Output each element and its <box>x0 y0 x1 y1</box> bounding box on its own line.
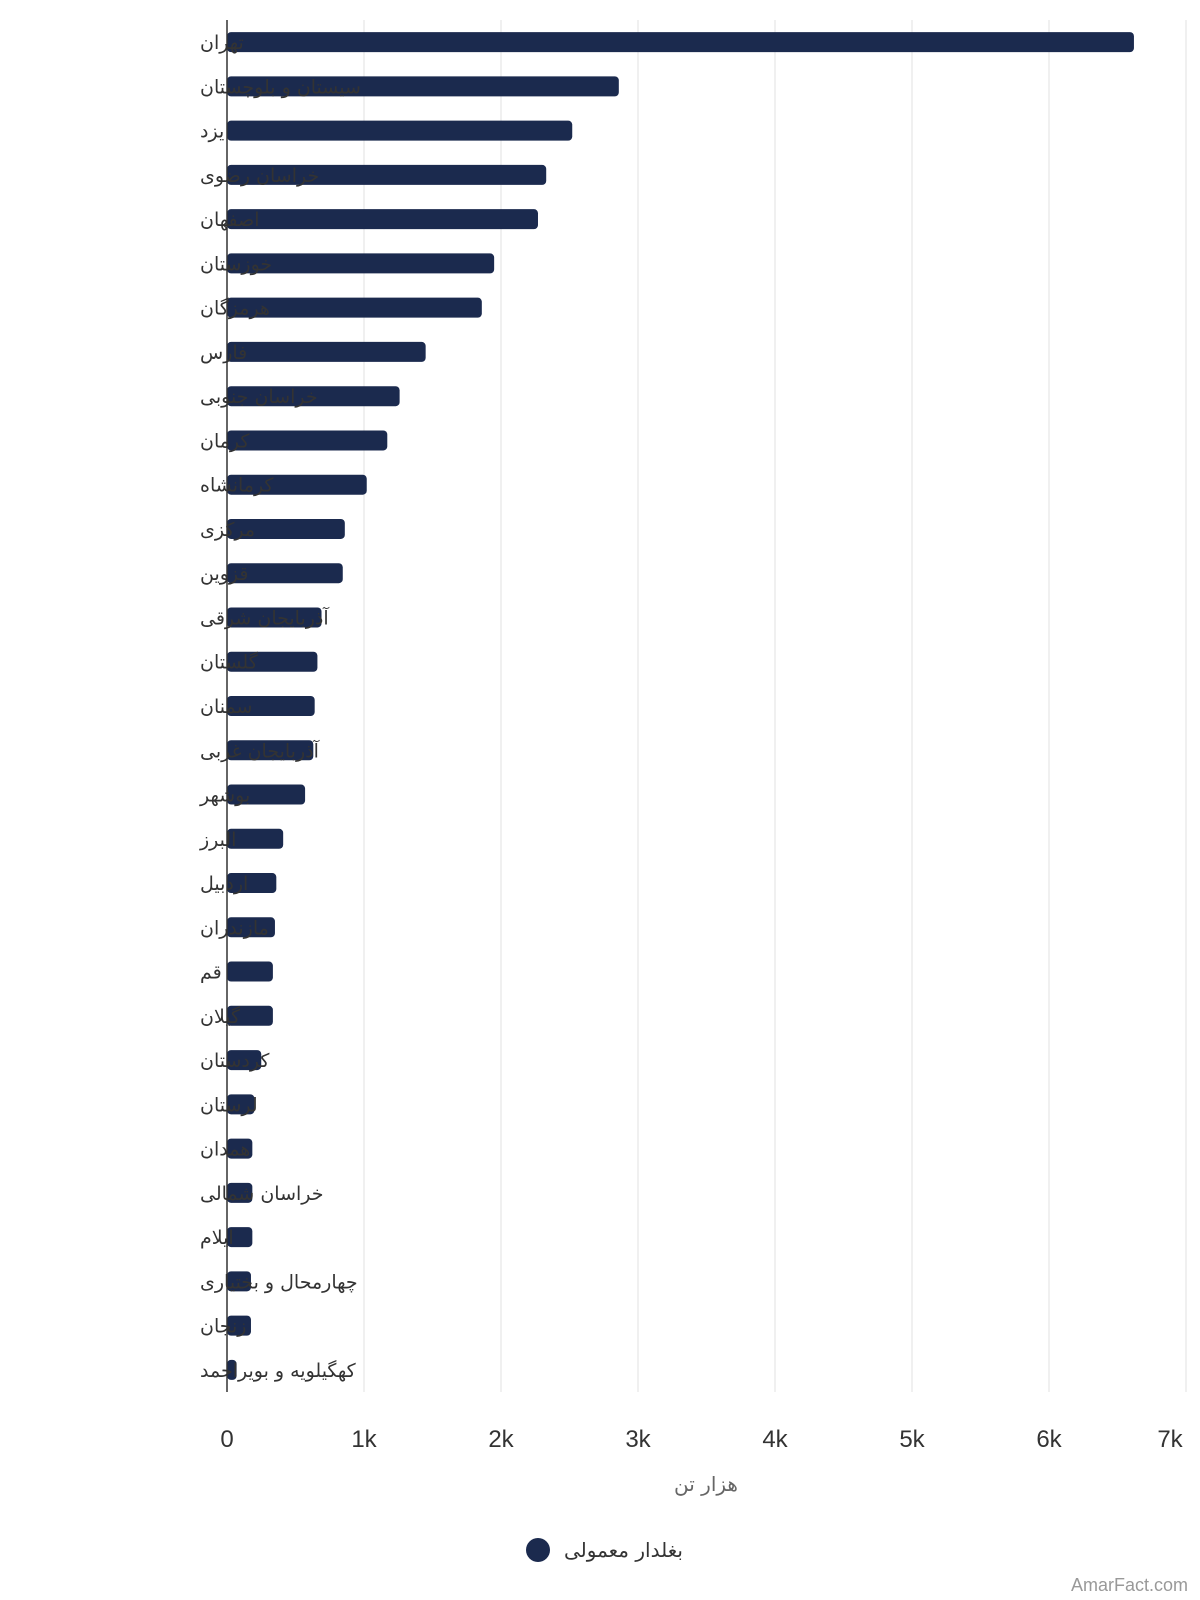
bar[interactable] <box>227 1271 251 1292</box>
bar[interactable] <box>227 873 277 894</box>
bar[interactable] <box>227 917 275 938</box>
x-tick-label: 0 <box>220 1426 233 1453</box>
bar[interactable] <box>227 1005 273 1026</box>
category-label: خراسان شمالی <box>200 1183 324 1205</box>
bar[interactable] <box>227 253 495 274</box>
bar[interactable] <box>227 607 322 628</box>
x-axis-title: هزار تن <box>674 1472 738 1496</box>
bar[interactable] <box>227 474 367 495</box>
category-label: کرمان <box>200 430 250 452</box>
category-label: گلستان <box>200 651 259 674</box>
legend-label[interactable]: بغلدار معمولی <box>564 1538 683 1562</box>
category-label: قزوین <box>200 563 249 585</box>
category-label: اردبیل <box>200 873 248 895</box>
x-tick-label: 6k <box>1036 1426 1062 1453</box>
category-label: تهران <box>200 32 244 54</box>
x-tick-label: 5k <box>899 1426 925 1453</box>
category-label: فارس <box>200 342 247 364</box>
bar[interactable] <box>227 1182 253 1203</box>
x-tick-label: 3k <box>625 1426 651 1453</box>
bar[interactable] <box>227 1094 255 1115</box>
bar[interactable] <box>227 164 547 185</box>
bar[interactable] <box>227 1050 262 1071</box>
x-tick-label: 1k <box>351 1426 377 1453</box>
category-label: ایلام <box>200 1227 234 1249</box>
category-label: آذربایجان غربی <box>200 738 320 762</box>
bar[interactable] <box>227 961 273 982</box>
legend-marker[interactable] <box>526 1538 550 1562</box>
bar[interactable] <box>227 784 306 805</box>
bar[interactable] <box>227 1138 253 1159</box>
category-label: قم <box>200 962 222 984</box>
bar[interactable] <box>227 1359 237 1380</box>
bar[interactable] <box>227 696 315 716</box>
category-label: همدان <box>200 1139 250 1161</box>
x-tick-label: 2k <box>488 1426 514 1453</box>
category-label: آذربایجان شرقی <box>200 605 329 629</box>
category-label: بوشهر <box>199 785 250 807</box>
category-label: زنجان <box>200 1316 246 1338</box>
category-label: کردستان <box>200 1050 270 1072</box>
bar[interactable] <box>227 1315 251 1336</box>
category-labels: تهران سیستان و بلوچستان یزد خراسان رضوی اصفه… <box>199 32 361 1382</box>
category-label: خراسان جنوبی <box>200 386 318 408</box>
category-label: مازندران <box>200 917 269 939</box>
bar[interactable] <box>227 386 400 407</box>
bar[interactable] <box>227 341 426 362</box>
bar[interactable] <box>227 120 573 141</box>
bar[interactable] <box>227 297 482 318</box>
bar[interactable] <box>227 651 318 672</box>
category-label: لرستان <box>200 1094 258 1116</box>
x-tick-label: 4k <box>762 1426 788 1453</box>
bar[interactable] <box>227 828 284 849</box>
bar[interactable] <box>227 209 538 230</box>
category-label: گیلان <box>200 1005 241 1028</box>
category-label: خراسان رضوی <box>200 165 319 187</box>
bar[interactable] <box>227 32 1134 53</box>
bar[interactable] <box>227 1227 253 1248</box>
category-label: سمنان <box>200 696 252 718</box>
category-label: خوزستان <box>200 253 272 275</box>
credit-text[interactable]: AmarFact.com <box>1071 1575 1188 1595</box>
bars <box>227 32 1134 1380</box>
category-label: سیستان و بلوچستان <box>200 76 361 98</box>
bar[interactable] <box>227 518 345 539</box>
x-tick-label: 7k <box>1157 1426 1183 1453</box>
bar[interactable] <box>227 76 619 97</box>
category-label: هرمزگان <box>200 297 270 320</box>
category-label: چهارمحال و بختیاری <box>200 1271 358 1293</box>
category-label: کرمانشاه <box>200 475 274 497</box>
bar[interactable] <box>227 740 314 761</box>
category-label: کهگیلویه و بویراحمد <box>200 1359 357 1382</box>
x-tick-labels: 0 1k 2k 3k 4k 5k 6k 7k <box>220 1426 1183 1453</box>
category-label: البرز <box>199 829 236 851</box>
grid-lines <box>363 20 1187 1392</box>
category-label: یزد <box>200 121 224 143</box>
legend[interactable]: بغلدار معمولی <box>526 1538 683 1562</box>
category-label: اصفهان <box>200 209 260 231</box>
bar[interactable] <box>227 563 343 584</box>
bar[interactable] <box>227 430 388 451</box>
